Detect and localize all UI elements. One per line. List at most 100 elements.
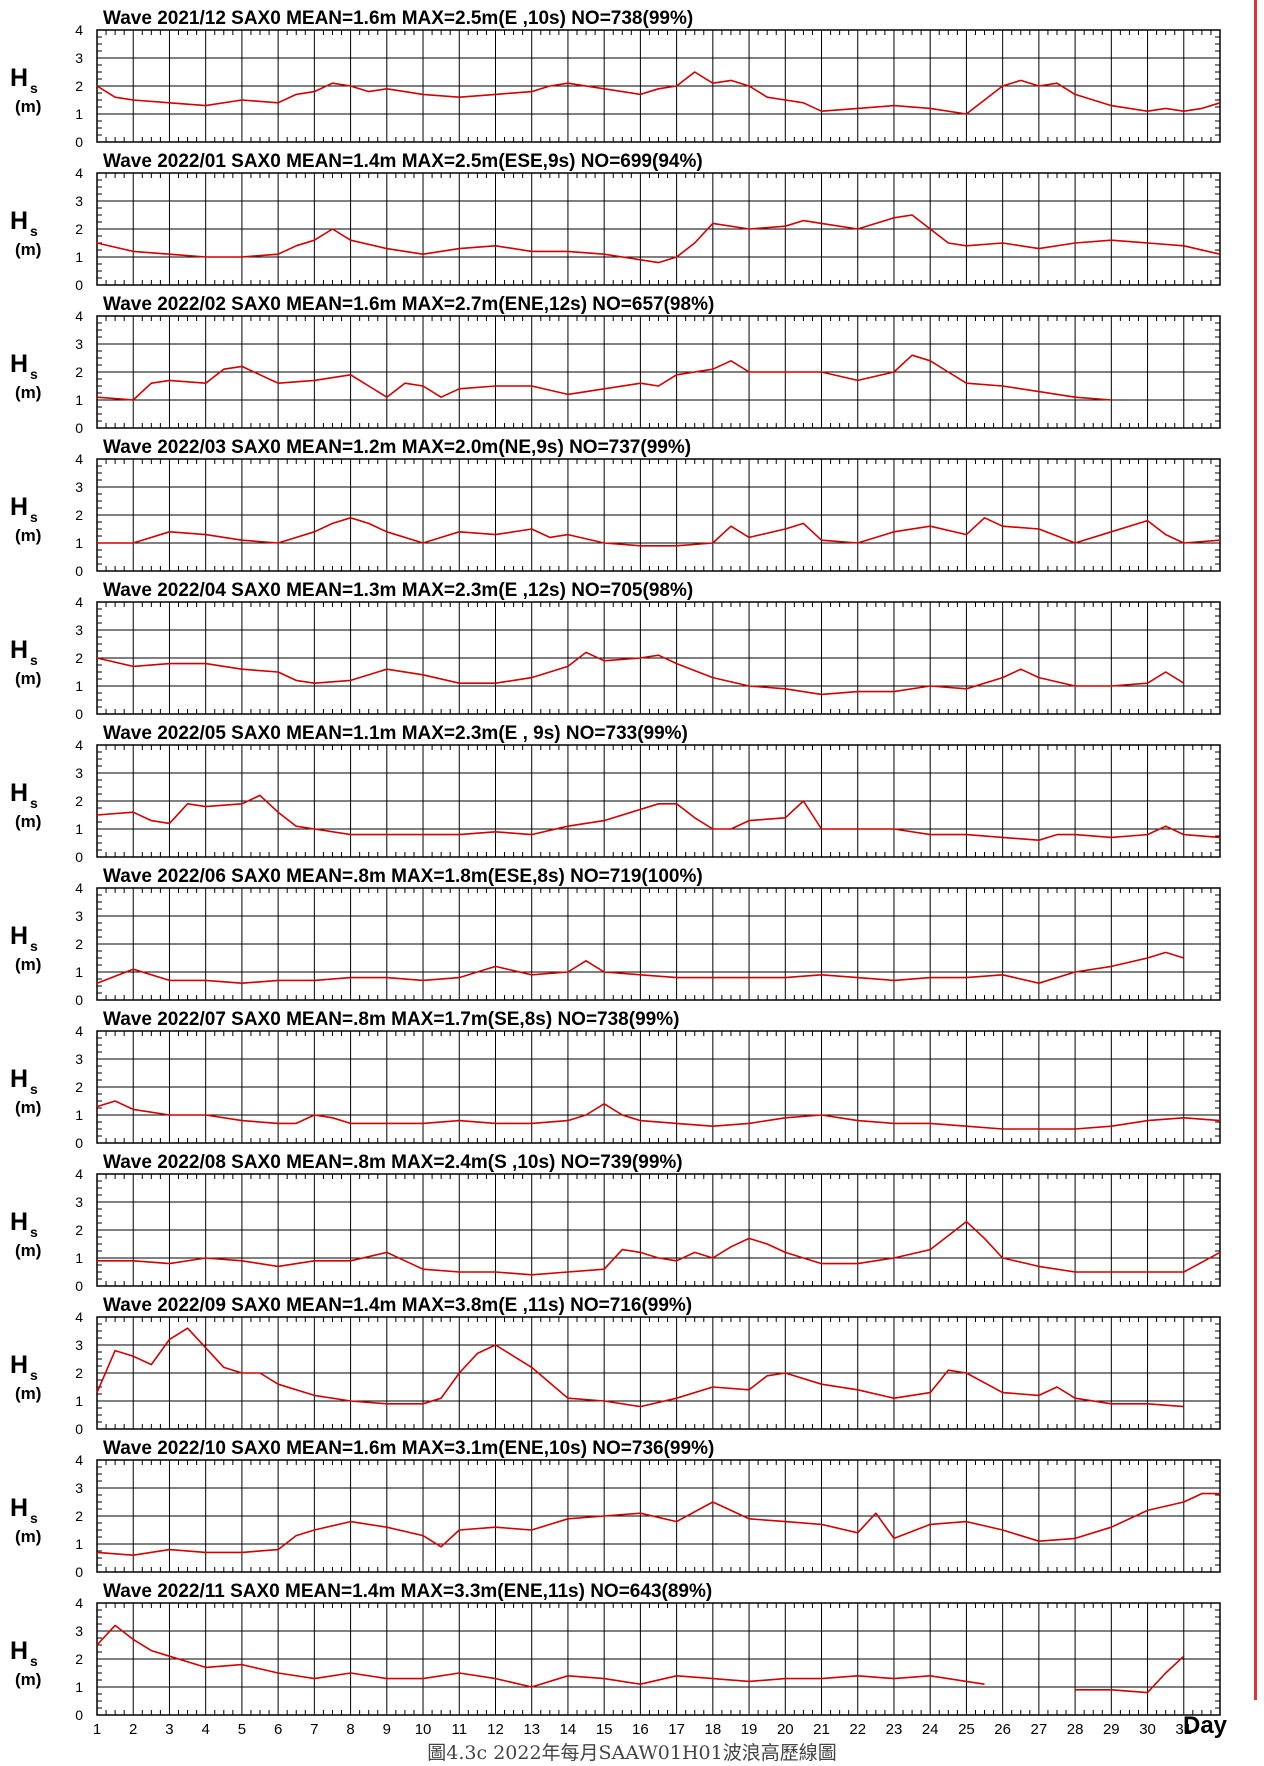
x-tick-label: 28 <box>1067 1721 1084 1738</box>
plot-frame <box>96 1173 1221 1287</box>
plot-frame <box>96 315 1221 429</box>
y-tick-label: 2 <box>75 1222 83 1238</box>
y-tick-label: 4 <box>75 880 83 896</box>
y-axis-unit: (m) <box>15 1670 41 1689</box>
x-tick-label: 5 <box>238 1721 246 1738</box>
x-tick-label: 27 <box>1031 1721 1048 1738</box>
x-tick-label: 22 <box>849 1721 866 1738</box>
chart-panel: Wave 2022/07 SAX0 MEAN=.8m MAX=1.7m(SE,8… <box>10 1009 1221 1151</box>
series-line <box>96 354 1112 401</box>
x-tick-label: 9 <box>383 1721 391 1738</box>
y-tick-label: 4 <box>75 451 83 467</box>
y-tick-label: 3 <box>75 1051 83 1067</box>
series-line <box>96 1100 1221 1130</box>
panel-title: Wave 2022/09 SAX0 MEAN=1.4m MAX=3.8m(E ,… <box>103 1295 692 1316</box>
y-tick-label: 2 <box>75 1651 83 1667</box>
y-tick-label: 2 <box>75 936 83 952</box>
y-tick-label: 4 <box>75 1595 83 1611</box>
y-tick-label: 0 <box>75 1564 83 1580</box>
y-tick-label: 1 <box>75 821 83 837</box>
x-axis-label: Day <box>1183 1712 1228 1739</box>
y-tick-label: 3 <box>75 1337 83 1353</box>
x-tick-label: 14 <box>560 1721 577 1738</box>
y-axis-label: H <box>10 1351 28 1379</box>
y-tick-label: 1 <box>75 1393 83 1409</box>
x-tick-label: 6 <box>274 1721 282 1738</box>
y-axis-label: H <box>10 922 28 950</box>
y-tick-label: 4 <box>75 308 83 324</box>
y-tick-label: 2 <box>75 793 83 809</box>
y-tick-label: 0 <box>75 134 83 150</box>
y-tick-label: 3 <box>75 908 83 924</box>
y-axis-unit: (m) <box>15 97 41 116</box>
y-axis-label: H <box>10 1494 28 1522</box>
x-tick-label: 18 <box>704 1721 721 1738</box>
y-tick-label: 0 <box>75 277 83 293</box>
x-tick-label: 23 <box>886 1721 903 1738</box>
y-tick-label: 2 <box>75 1508 83 1524</box>
y-axis-label-sub: s <box>30 80 38 96</box>
y-tick-label: 3 <box>75 193 83 209</box>
y-tick-label: 0 <box>75 563 83 579</box>
x-tick-label: 30 <box>1139 1721 1156 1738</box>
y-axis-unit: (m) <box>15 240 41 259</box>
y-axis-unit: (m) <box>15 1384 41 1403</box>
y-tick-label: 4 <box>75 1309 83 1325</box>
y-tick-label: 0 <box>75 849 83 865</box>
y-tick-label: 1 <box>75 1250 83 1266</box>
y-axis-label-sub: s <box>30 1367 38 1383</box>
y-axis-unit: (m) <box>15 526 41 545</box>
x-tick-label: 29 <box>1103 1721 1120 1738</box>
chart-panel: Wave 2022/09 SAX0 MEAN=1.4m MAX=3.8m(E ,… <box>10 1295 1221 1437</box>
y-axis-unit: (m) <box>15 669 41 688</box>
x-tick-label: 12 <box>487 1721 504 1738</box>
y-tick-label: 2 <box>75 507 83 523</box>
y-tick-label: 3 <box>75 479 83 495</box>
y-tick-label: 2 <box>75 1079 83 1095</box>
y-tick-label: 3 <box>75 1623 83 1639</box>
y-axis-label: H <box>10 1065 28 1093</box>
y-axis-label: H <box>10 1208 28 1236</box>
chart-panel: Wave 2022/06 SAX0 MEAN=.8m MAX=1.8m(ESE,… <box>10 866 1221 1008</box>
x-tick-label: 2 <box>129 1721 137 1738</box>
y-tick-label: 1 <box>75 1107 83 1123</box>
x-tick-label: 15 <box>596 1721 613 1738</box>
y-axis-label-sub: s <box>30 652 38 668</box>
y-axis-label: H <box>10 779 28 807</box>
chart-panel: Wave 2022/03 SAX0 MEAN=1.2m MAX=2.0m(NE,… <box>10 437 1221 579</box>
y-axis-label: H <box>10 1637 28 1665</box>
y-tick-label: 4 <box>75 1452 83 1468</box>
chart-panel: Wave 2022/04 SAX0 MEAN=1.3m MAX=2.3m(E ,… <box>10 580 1221 722</box>
y-axis-unit: (m) <box>15 1098 41 1117</box>
y-tick-label: 3 <box>75 336 83 352</box>
y-tick-label: 4 <box>75 1166 83 1182</box>
y-tick-label: 1 <box>75 964 83 980</box>
series-line <box>96 951 1185 985</box>
panel-title: Wave 2022/10 SAX0 MEAN=1.6m MAX=3.1m(ENE… <box>103 1438 714 1459</box>
chart-panel: Wave 2021/12 SAX0 MEAN=1.6m MAX=2.5m(E ,… <box>10 8 1221 150</box>
y-tick-label: 3 <box>75 765 83 781</box>
y-axis-unit: (m) <box>15 1527 41 1546</box>
series-line <box>96 794 1221 842</box>
chart-panel: Wave 2022/10 SAX0 MEAN=1.6m MAX=3.1m(ENE… <box>10 1438 1221 1580</box>
panel-title: Wave 2022/08 SAX0 MEAN=.8m MAX=2.4m(S ,1… <box>103 1152 683 1173</box>
y-axis-unit: (m) <box>15 1241 41 1260</box>
series-line <box>96 651 1185 696</box>
plot-frame <box>96 1459 1221 1573</box>
panel-title: Wave 2021/12 SAX0 MEAN=1.6m MAX=2.5m(E ,… <box>103 8 693 29</box>
y-tick-label: 3 <box>75 50 83 66</box>
x-tick-label: 8 <box>346 1721 354 1738</box>
y-tick-label: 3 <box>75 622 83 638</box>
y-tick-label: 1 <box>75 392 83 408</box>
chart-panel: Wave 2022/05 SAX0 MEAN=1.1m MAX=2.3m(E ,… <box>10 723 1221 865</box>
y-axis-label-sub: s <box>30 938 38 954</box>
y-axis-label: H <box>10 64 28 92</box>
y-tick-label: 0 <box>75 1135 83 1151</box>
chart-panel: Wave 2022/11 SAX0 MEAN=1.4m MAX=3.3m(ENE… <box>10 1581 1221 1738</box>
y-tick-label: 0 <box>75 420 83 436</box>
page-right-rule <box>1254 0 1257 1700</box>
plot-frame <box>96 887 1221 1001</box>
x-tick-label: 25 <box>958 1721 975 1738</box>
y-axis-label-sub: s <box>30 1653 38 1669</box>
y-axis-unit: (m) <box>15 812 41 831</box>
